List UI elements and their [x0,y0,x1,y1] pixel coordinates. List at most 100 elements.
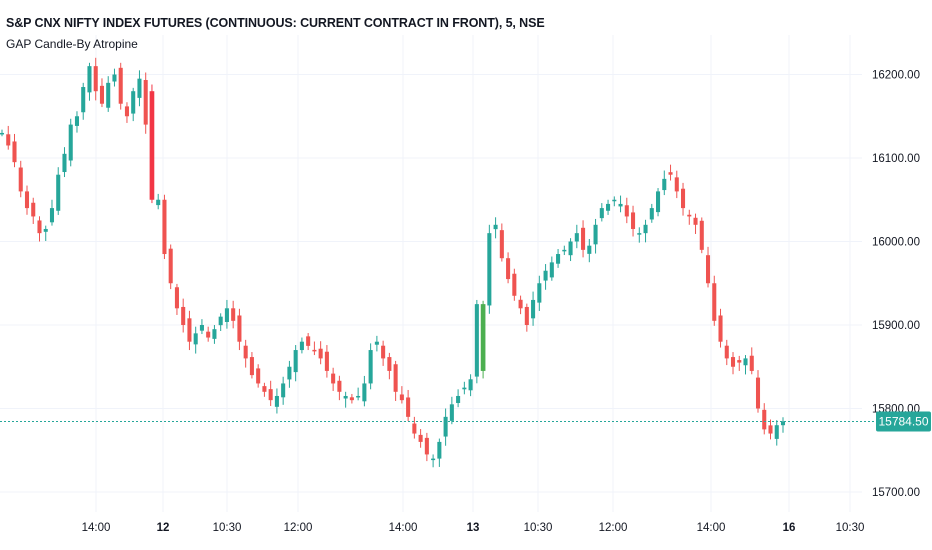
candle [618,203,623,207]
candle [274,395,279,407]
candle [649,208,654,220]
candle [431,458,436,461]
candle [349,397,354,401]
candle [287,366,292,380]
candle [537,283,542,303]
candle [237,315,242,342]
price-axis[interactable]: 16200.0016100.0016000.0015900.0015800.00… [872,70,920,500]
candle [24,191,30,209]
candle [531,299,536,319]
candle [468,379,473,391]
time-tick-label: 10:30 [213,522,242,534]
candle [437,441,442,459]
candle [424,437,429,455]
candle [18,167,23,192]
candle [131,91,136,114]
time-tick-label: 13 [467,522,480,534]
candle [512,273,517,296]
candle [543,270,548,281]
candle [624,205,629,217]
candle [568,241,573,256]
candle [581,227,586,250]
candle [56,174,61,211]
candle [62,153,67,173]
candle [312,349,317,352]
time-tick-label: 10:30 [836,522,865,534]
candle [199,325,204,331]
price-tick-label: 16100.00 [872,153,920,165]
candle [730,357,736,367]
candle [449,404,454,421]
last-price-tag-bg [876,411,931,432]
candle [493,224,498,230]
last-price-label: 15784.50 [878,414,928,428]
candle [231,308,236,321]
candle [368,350,373,384]
candle [31,202,36,217]
candle [418,434,423,442]
chart-title: S&P CNX NIFTY INDEX FUTURES (CONTINUOUS:… [6,16,545,30]
candle [212,329,217,339]
candle [749,355,754,371]
price-tick-label: 16000.00 [872,237,920,249]
candles-layer [0,57,786,468]
candle [318,348,323,359]
candle [499,230,504,259]
candle [631,212,636,229]
candle [718,315,723,342]
candle [218,316,223,326]
candle [705,255,711,284]
candle [518,299,523,309]
candle [324,351,329,371]
last-price-tag: 15784.50 [876,411,931,432]
time-tick-label: 14:00 [697,522,726,534]
candle [399,394,404,401]
candle [137,78,142,98]
candle [549,262,554,278]
candle [43,228,48,232]
candle [106,82,111,108]
candle [593,224,598,245]
candle [687,214,692,217]
candle [224,308,229,322]
candle [668,172,673,175]
candle [293,350,298,373]
indicator-legend[interactable]: GAP Candle-By Atropine [6,37,138,51]
candle [724,345,729,359]
candle [755,377,761,409]
candle [68,124,73,161]
candle [249,357,254,376]
candle [637,233,642,235]
candle [112,74,117,82]
candle [599,208,604,219]
candle [87,66,92,93]
candle [743,358,748,366]
price-tick-label: 15900.00 [872,320,920,332]
candle [768,425,773,434]
candle [443,416,448,437]
time-tick-label: 12 [157,522,170,534]
candle [181,306,186,325]
time-tick-label: 10:30 [524,522,553,534]
time-tick-label: 14:00 [389,522,418,534]
candle [387,357,392,371]
candle [643,224,648,234]
candle [49,208,55,223]
candle [356,395,361,398]
candle [662,178,667,191]
time-axis[interactable]: 14:00 12 10:30 12:00 14:00 13 10:30 12:00 14:00 1… [82,522,865,534]
candle [562,249,567,252]
candle [374,341,379,345]
candle [762,409,767,430]
candle [587,245,592,254]
candle [681,188,686,209]
candle [674,177,679,192]
candle [118,67,123,104]
candle [381,345,386,359]
candle [456,395,461,403]
candle [124,106,129,117]
candle [243,345,248,359]
candle [712,283,717,321]
gap-candle [149,91,155,200]
